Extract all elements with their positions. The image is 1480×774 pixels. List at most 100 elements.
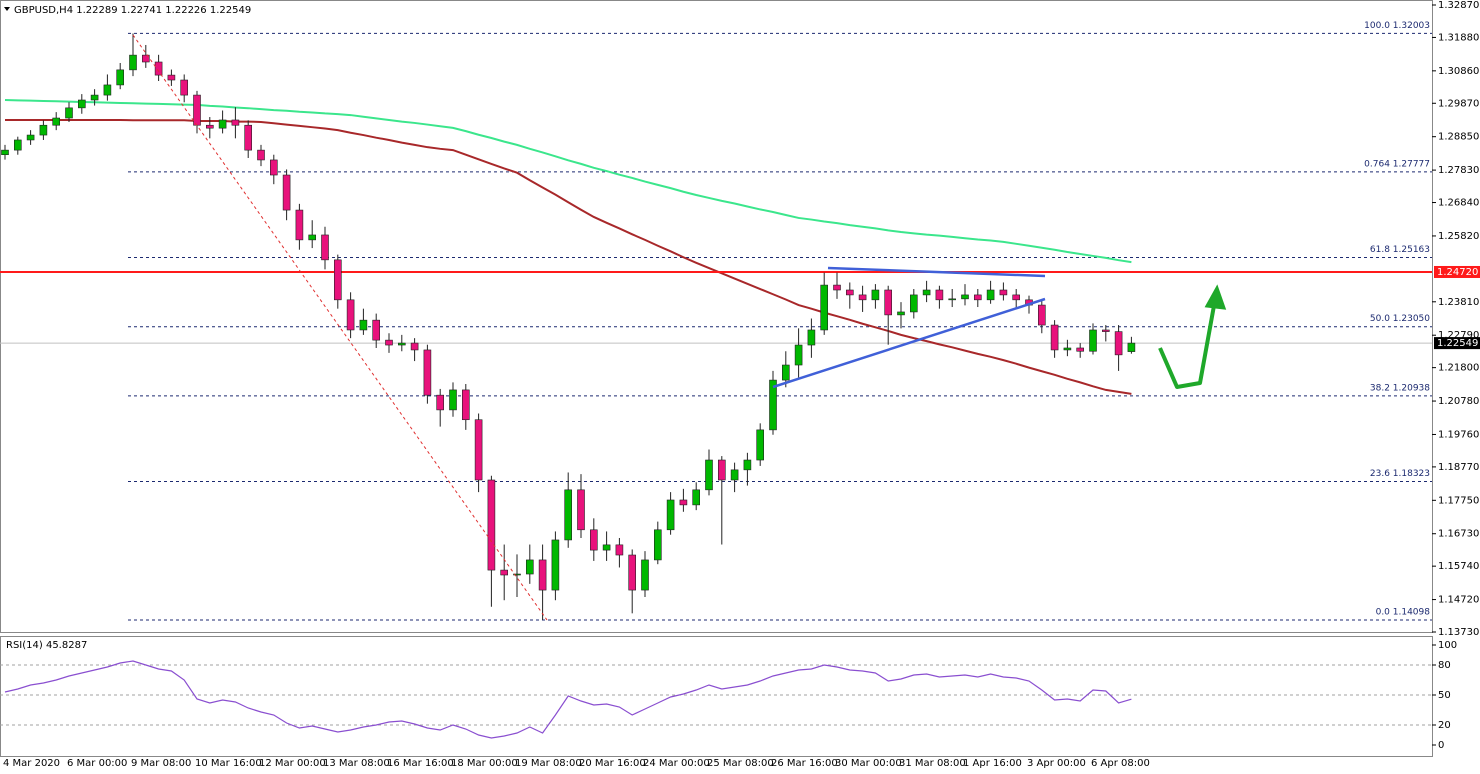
candle-body (231, 119, 240, 126)
x-tick-label: 3 Apr 00:00 (1027, 758, 1086, 769)
y-tick-label: 1.22790 (1438, 330, 1479, 341)
candle-body (1102, 329, 1110, 332)
y-tick-label: 1.20780 (1438, 396, 1479, 407)
x-tick-label: 1 Apr 16:00 (963, 758, 1022, 769)
candle-body (564, 489, 573, 541)
y-tick-label: 1.18770 (1438, 462, 1479, 473)
x-tick-label: 10 Mar 16:00 (195, 758, 262, 769)
x-tick-label: 18 Mar 00:00 (451, 758, 518, 769)
candle-body (193, 94, 201, 126)
candle-body (807, 329, 816, 346)
candle-body (525, 559, 534, 575)
x-tick-label: 6 Apr 08:00 (1091, 758, 1150, 769)
resistance-box (1434, 265, 1480, 278)
x-tick-label: 20 Mar 16:00 (579, 758, 646, 769)
candle-body (986, 289, 995, 301)
candle-body (1038, 304, 1046, 326)
candle-body (397, 342, 406, 346)
candle-body (602, 544, 611, 551)
candle-body (282, 174, 291, 211)
x-tick-label: 26 Mar 16:00 (771, 758, 838, 769)
x-tick-label: 9 Mar 08:00 (131, 758, 191, 769)
candle-body (897, 311, 905, 316)
y-tick-label: 1.16730 (1438, 529, 1479, 540)
y-tick-label: 1.14720 (1438, 595, 1479, 606)
x-tick-label: 30 Mar 00:00 (835, 758, 902, 769)
candle-body (1089, 329, 1097, 352)
candle-body (858, 294, 867, 301)
y-tick-label: 1.26840 (1438, 198, 1479, 209)
rsi-title: RSI(14) 45.8287 (6, 640, 87, 651)
candle-body (948, 298, 957, 301)
x-tick-label: 6 Mar 00:00 (67, 758, 127, 769)
candle-body (973, 294, 982, 301)
candle-body (372, 319, 381, 341)
y-tick-label: 100 (1438, 640, 1457, 651)
arrow-head (1204, 284, 1227, 310)
menu-triangle[interactable] (4, 7, 10, 11)
y-tick-label: 1.27830 (1438, 165, 1479, 176)
candle-body (269, 159, 278, 176)
candle-body (449, 389, 457, 411)
x-tick-label: 31 Mar 08:00 (899, 758, 966, 769)
moving-average (4, 99, 1132, 264)
candle-body (1076, 347, 1084, 352)
candle-body (14, 139, 22, 151)
candle-body (692, 489, 701, 506)
y-tick-label: 1.13730 (1438, 627, 1479, 638)
candle-body (538, 559, 547, 591)
candle-body (705, 459, 713, 491)
x-tick-label: 16 Mar 16:00 (387, 758, 454, 769)
candle-body (679, 499, 688, 506)
candle-body (513, 573, 521, 576)
y-tick-label: 1.31880 (1438, 32, 1479, 43)
candle-body (116, 69, 124, 86)
fib-label: 100.0 1.32003 (1364, 21, 1430, 31)
candle-body (218, 119, 227, 129)
candle-body (346, 299, 355, 331)
candle-body (257, 149, 265, 161)
candle-body (653, 529, 662, 561)
candle-body (781, 364, 790, 381)
y-tick-label: 1.32870 (1438, 0, 1479, 11)
candle-body (935, 289, 944, 301)
last-price-box (1434, 337, 1480, 350)
fib-label: 50.0 1.23050 (1370, 314, 1430, 324)
candle-body (884, 289, 893, 316)
x-tick-label: 13 Mar 08:00 (323, 758, 390, 769)
last-price-label: 1.22549 (1437, 338, 1478, 349)
candle-body (359, 319, 368, 331)
candle-body (39, 124, 48, 136)
candle-body (1, 149, 9, 156)
candle-body (794, 344, 803, 366)
candle-body (1012, 294, 1021, 301)
candle-body (474, 419, 483, 481)
fib-label: 0.0 1.14098 (1376, 607, 1431, 617)
projection-arrow (1158, 299, 1217, 389)
candle-body (461, 389, 470, 421)
resistance-trendline (827, 266, 1046, 278)
candle-body (717, 459, 726, 481)
y-tick-label: 1.28850 (1438, 132, 1479, 143)
candle-body (26, 134, 35, 141)
fib-label: 0.764 1.27777 (1364, 159, 1430, 169)
candle-body (769, 379, 777, 431)
candle-body (999, 289, 1008, 296)
y-tick-label: 1.15740 (1438, 561, 1479, 572)
candle-body (577, 489, 585, 531)
candle-body (820, 284, 829, 331)
candle-body (206, 124, 214, 129)
candle-body (308, 234, 317, 241)
candle-body (756, 429, 765, 461)
y-tick-label: 20 (1438, 720, 1451, 731)
candle-body (589, 529, 598, 551)
candle-body (666, 499, 675, 531)
candle-body (909, 294, 918, 313)
candle-body (730, 469, 739, 481)
candle-body (1114, 331, 1123, 356)
candle-body (410, 342, 419, 351)
candle-body (167, 74, 176, 81)
resistance-label: 1.24720 (1437, 267, 1478, 278)
x-tick-label: 24 Mar 00:00 (643, 758, 710, 769)
